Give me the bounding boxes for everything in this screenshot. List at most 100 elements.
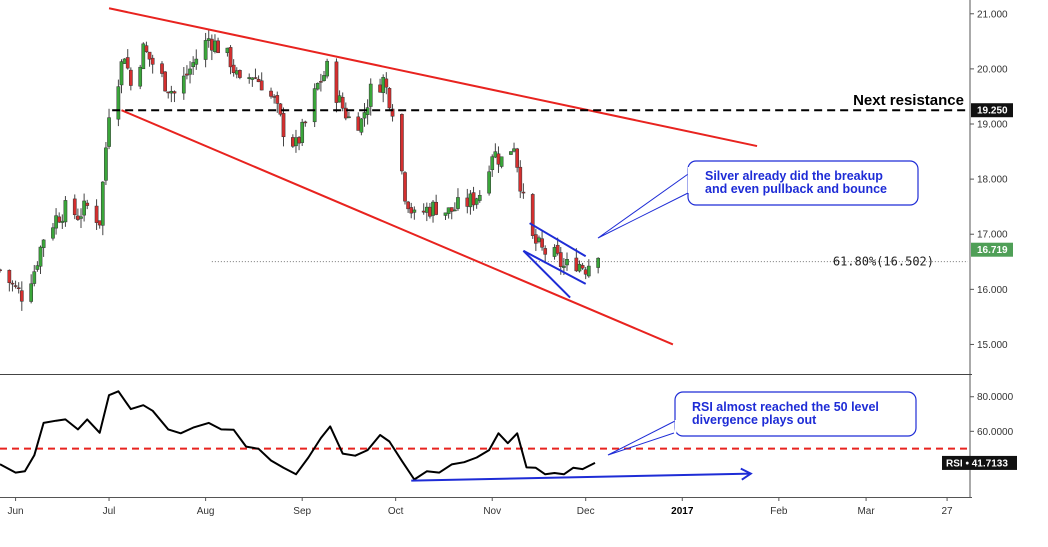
- candle-down: [533, 234, 538, 244]
- candle-down: [163, 71, 167, 92]
- candle-up: [509, 151, 513, 155]
- candle-up: [82, 200, 86, 216]
- candle-up: [381, 77, 386, 94]
- candle-down: [272, 96, 277, 98]
- candle-up: [294, 137, 298, 147]
- candle-up: [322, 75, 326, 81]
- candle-up: [29, 283, 34, 302]
- candle-down: [340, 96, 345, 109]
- candle-down: [10, 282, 15, 285]
- candle-up: [325, 60, 329, 77]
- candle-up: [203, 40, 208, 60]
- candle-down: [97, 220, 102, 226]
- candle-up: [119, 61, 124, 86]
- candle-down: [19, 290, 24, 302]
- candle-up: [213, 40, 217, 53]
- time-tick-label: Dec: [577, 506, 595, 517]
- candle-up: [431, 201, 435, 216]
- candle-down: [583, 269, 588, 275]
- candle-up: [424, 206, 429, 213]
- candle-up: [596, 257, 601, 268]
- candle-up: [79, 216, 83, 219]
- candle-up: [474, 198, 479, 205]
- fib-level-label: 61.80%(16.502): [833, 255, 934, 269]
- rsi-callout-box: [674, 391, 917, 437]
- candle-up: [225, 47, 230, 53]
- candle-down: [7, 269, 12, 283]
- candle-down: [540, 238, 544, 248]
- candle-up: [191, 62, 196, 68]
- candle-down: [269, 90, 273, 97]
- rsi-value-label: RSI • 41.7133: [946, 458, 1008, 469]
- candle-down: [343, 107, 348, 119]
- candle-down: [238, 70, 242, 78]
- upper-trendline: [108, 7, 758, 148]
- price-callout-text: and even pullback and bounce: [705, 182, 887, 196]
- candle-up: [499, 156, 504, 167]
- candle-up: [54, 215, 58, 229]
- candle-up: [35, 265, 40, 270]
- flag-lower-line: [522, 249, 587, 285]
- candle-down: [390, 108, 395, 117]
- candle-up: [122, 58, 127, 64]
- candle-down: [216, 40, 220, 54]
- candle-down: [275, 95, 280, 104]
- candle-up: [493, 151, 498, 158]
- candle-down: [290, 137, 295, 147]
- candle-up: [337, 95, 342, 103]
- candle-down: [144, 45, 149, 52]
- candle-up: [194, 58, 199, 65]
- candle-up: [60, 220, 65, 223]
- last-price-label: 16.719: [977, 245, 1008, 256]
- candle-up: [107, 117, 111, 147]
- candle-down: [515, 148, 520, 168]
- candle-down: [409, 207, 414, 214]
- candle-down: [574, 257, 579, 272]
- resistance-badge: [971, 103, 1013, 118]
- time-tick-label: Feb: [770, 506, 788, 517]
- candle-up: [116, 86, 121, 120]
- candle-down: [555, 244, 560, 254]
- candle-down: [543, 248, 548, 255]
- candle-down: [319, 81, 323, 83]
- flag-low-line: [522, 250, 571, 299]
- candle-down: [387, 88, 392, 109]
- candle-up: [490, 156, 495, 171]
- time-tick-label: Sep: [293, 506, 311, 517]
- candle-up: [552, 247, 557, 257]
- rsi-divergence-arrowhead: [740, 467, 753, 481]
- time-tick-label: Mar: [857, 506, 875, 517]
- candle-up: [181, 75, 186, 94]
- candle-down: [256, 78, 261, 83]
- candle-down: [465, 197, 470, 207]
- time-tick-label: Jul: [103, 506, 116, 517]
- time-tick-label: 2017: [671, 506, 694, 517]
- candle-down: [278, 103, 283, 115]
- price-tick-label: 20.000: [977, 64, 1008, 75]
- rsi-callout-pointer: [607, 419, 678, 456]
- candle-down: [281, 113, 286, 138]
- candle-down: [406, 201, 410, 210]
- candle-up: [577, 263, 582, 272]
- candle-up: [452, 209, 457, 212]
- candle-up: [446, 207, 451, 214]
- candle-up: [104, 147, 108, 181]
- rsi-callout-text: RSI almost reached the 50 level: [692, 400, 879, 414]
- candle-up: [487, 171, 491, 194]
- candle-down: [356, 116, 361, 131]
- candle-down: [209, 38, 214, 51]
- candle-up: [250, 77, 255, 80]
- candle-up: [141, 43, 146, 70]
- candle-down: [403, 172, 407, 202]
- rsi-tick-label: 60.0000: [977, 427, 1014, 438]
- candle-down: [471, 192, 476, 206]
- candle-down: [253, 77, 258, 79]
- candle-down: [428, 206, 432, 217]
- candle-up: [586, 265, 591, 277]
- candle-down: [185, 73, 189, 76]
- candle-down: [231, 64, 236, 73]
- candle-up: [443, 212, 448, 216]
- time-tick-label: Nov: [483, 506, 501, 517]
- candle-up: [468, 193, 473, 208]
- candle-down: [580, 265, 585, 269]
